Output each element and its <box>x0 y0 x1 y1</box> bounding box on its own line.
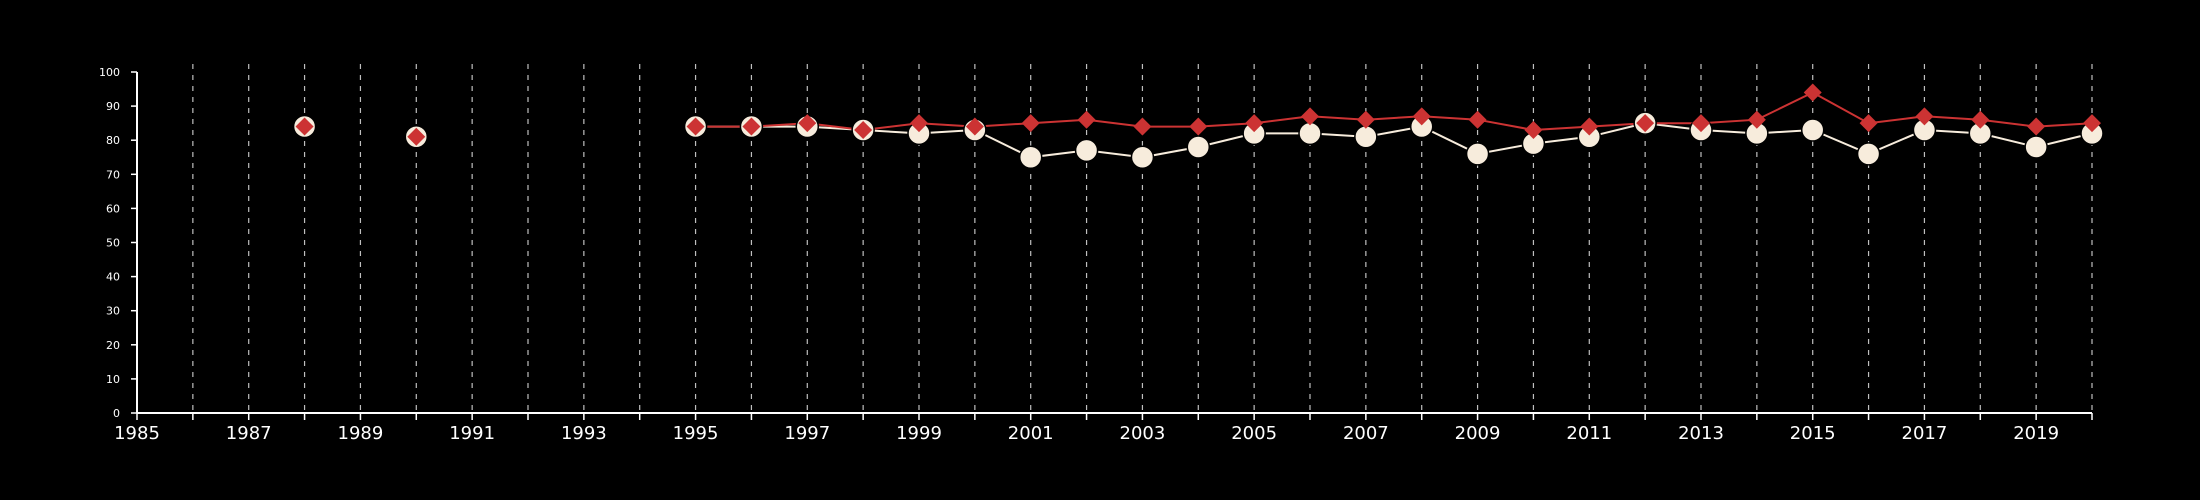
y-tick-label: 50 <box>106 237 120 250</box>
x-tick-label: 1985 <box>114 423 160 444</box>
circle-marker <box>1298 121 1322 146</box>
y-tick-label: 90 <box>106 100 120 113</box>
x-tick-label: 2019 <box>2013 423 2059 444</box>
diamond-marker <box>910 114 928 133</box>
circle-marker <box>1074 138 1099 163</box>
diamond-marker <box>1245 114 1264 133</box>
y-tick-label: 20 <box>106 339 120 352</box>
diamond-marker <box>1356 110 1375 129</box>
diamond-marker <box>1971 110 1990 129</box>
grid-lines <box>192 64 2093 413</box>
y-tick-label: 40 <box>106 271 120 284</box>
y-tick-label: 30 <box>106 305 120 318</box>
diamond-marker <box>1524 120 1543 139</box>
x-tick-label: 1999 <box>896 423 942 444</box>
x-tick-label: 1995 <box>673 423 719 444</box>
x-tick-label: 2005 <box>1231 423 1277 444</box>
x-tick-label: 2011 <box>1566 423 1612 444</box>
diamond-marker <box>1915 107 1934 126</box>
circle-marker <box>1465 142 1490 166</box>
diamond-marker <box>1580 117 1599 136</box>
x-tick-label: 2013 <box>1678 423 1724 444</box>
diamond-marker <box>1803 83 1822 102</box>
series-circle-line <box>695 122 2093 159</box>
x-axis: 1985 1987 1989 1991 1993 1995 1997 1999 2001 2003… <box>114 412 2093 444</box>
y-tick-label: 60 <box>106 202 120 215</box>
series-layer <box>292 83 2104 169</box>
diamond-marker <box>798 114 817 133</box>
series-diamond-line <box>695 91 2093 132</box>
diamond-marker <box>1021 114 1040 133</box>
diamond-marker <box>1692 114 1710 133</box>
diamond-marker <box>1133 117 1152 136</box>
x-tick-label: 2015 <box>1790 423 1836 444</box>
diamond-marker <box>854 120 873 139</box>
x-tick-label: 1991 <box>449 423 495 444</box>
y-tick-label: 0 <box>113 407 120 420</box>
x-tick-label: 2007 <box>1343 423 1389 444</box>
diamond-marker <box>686 117 705 136</box>
y-tick-label: 100 <box>99 66 120 79</box>
x-tick-label: 2017 <box>1902 423 1948 444</box>
diamond-marker <box>965 117 984 136</box>
x-tick-label: 2003 <box>1120 423 1166 444</box>
circle-marker <box>1354 125 1378 149</box>
diamond-marker <box>1468 110 1487 129</box>
y-axis: 0 10 20 30 40 50 60 70 80 90 100 <box>99 66 138 420</box>
y-tick-label: 80 <box>106 134 120 147</box>
circle-marker <box>1130 145 1155 169</box>
circle-marker <box>1856 142 1881 166</box>
circle-marker <box>1186 135 1211 159</box>
diamond-marker <box>1189 117 1208 136</box>
y-tick-label: 10 <box>106 373 120 386</box>
x-tick-label: 2001 <box>1008 423 1054 444</box>
y-tick-label: 70 <box>106 168 120 181</box>
circle-marker <box>1800 118 1825 142</box>
x-tick-label: 1993 <box>561 423 607 444</box>
diamond-marker <box>1636 114 1655 133</box>
circle-marker <box>2024 135 2048 159</box>
x-tick-label: 1997 <box>784 423 830 444</box>
x-tick-label: 1989 <box>338 423 384 444</box>
diamond-marker <box>2083 114 2101 133</box>
diamond-marker <box>1077 110 1096 129</box>
x-tick-label: 1987 <box>226 423 272 444</box>
x-tick-label: 2009 <box>1455 423 1501 444</box>
diamond-marker <box>2027 117 2046 136</box>
diamond-marker <box>1412 107 1431 126</box>
diamond-marker <box>407 127 426 146</box>
circle-marker <box>1018 145 1043 169</box>
diamond-marker <box>742 117 761 136</box>
diamond-marker <box>1859 114 1878 133</box>
diamond-marker <box>1747 110 1766 129</box>
diamond-marker <box>295 117 314 136</box>
diamond-marker <box>1301 107 1319 126</box>
